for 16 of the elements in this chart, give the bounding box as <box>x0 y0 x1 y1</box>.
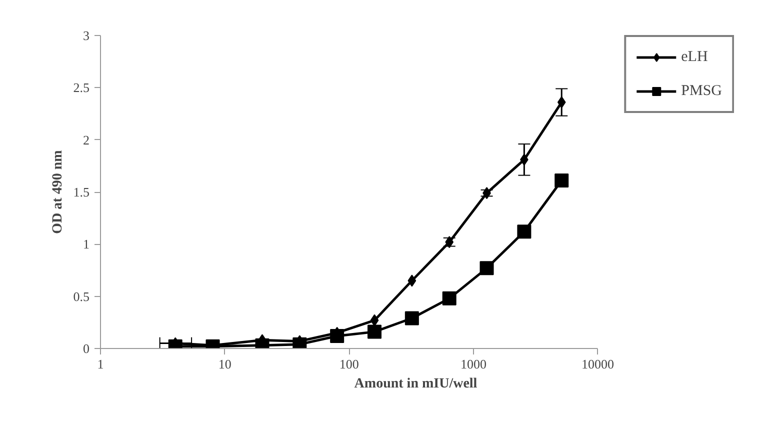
y-tick-label: 1 <box>83 236 90 252</box>
x-tick-label: 100 <box>339 356 359 372</box>
y-tick-label: 0 <box>83 341 90 356</box>
y-tick-label: 2.5 <box>73 80 90 96</box>
y-tick-label: 0.5 <box>73 288 90 304</box>
y-axis-title: OD at 490 nm <box>50 150 66 234</box>
x-tick-label: 1 <box>97 356 104 372</box>
x-tick-label: 10 <box>218 356 232 372</box>
x-tick-label: 1000 <box>460 356 486 372</box>
x-tick-label: 10000 <box>582 356 614 372</box>
y-tick-label: 2 <box>83 132 90 148</box>
x-axis-title: Amount in mIU/well <box>354 376 478 392</box>
y-tick-label: 3 <box>83 28 90 43</box>
y-tick-label: 1.5 <box>73 184 90 200</box>
legend-label: PMSG <box>681 82 722 100</box>
legend-label: eLH <box>681 48 708 66</box>
